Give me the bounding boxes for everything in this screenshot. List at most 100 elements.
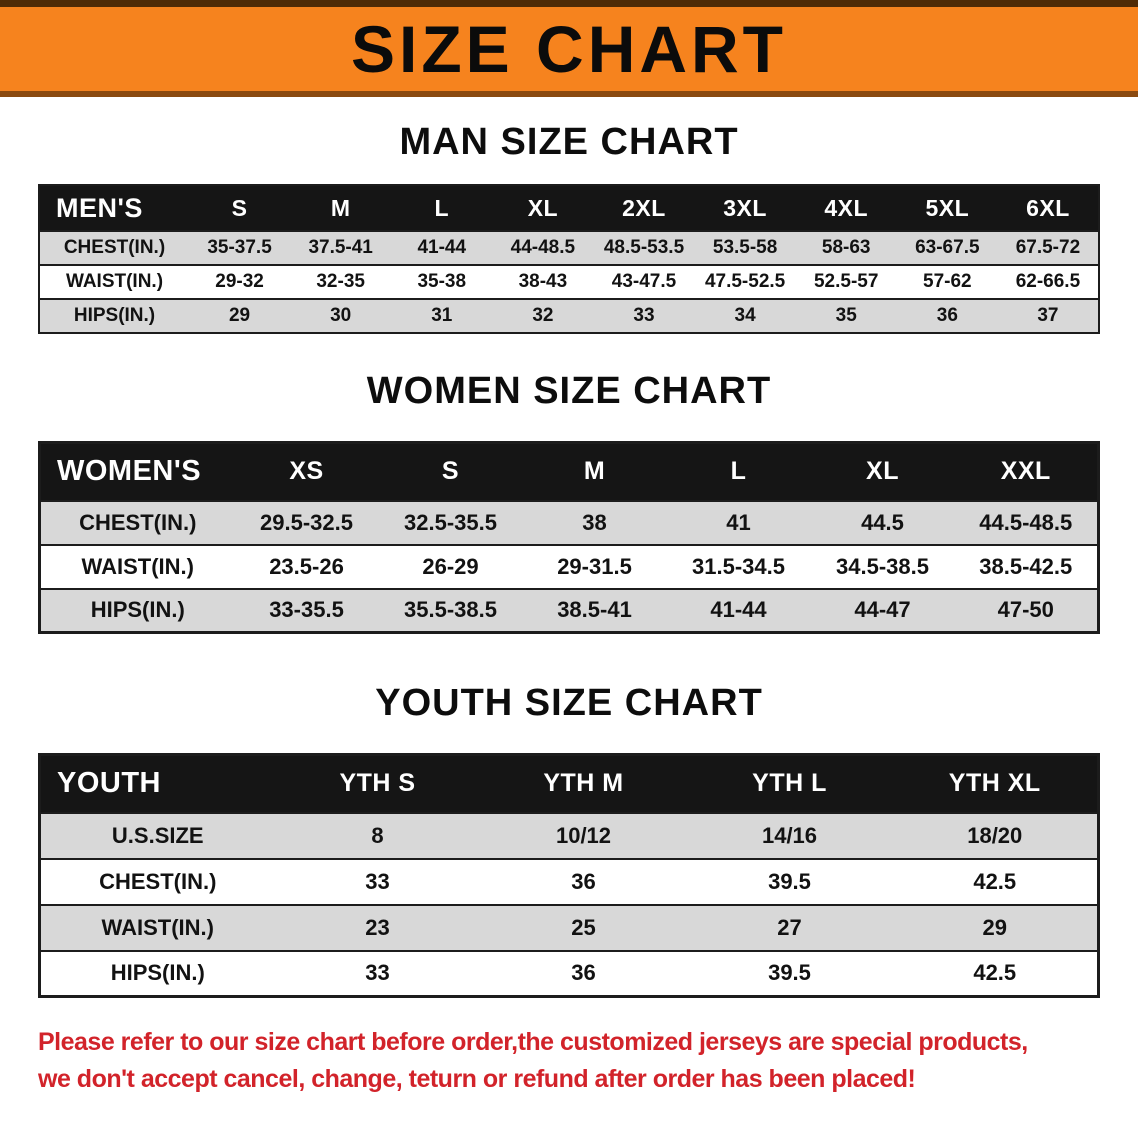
value-cell: 44.5-48.5 — [954, 499, 1099, 545]
size-charts: MAN SIZE CHART MEN'S S M L XL 2XL 3XL 4XL 5XL 6XL… — [0, 121, 1138, 998]
youth-section-heading: YOUTH SIZE CHART — [375, 682, 763, 724]
size-header-cell: S — [378, 442, 523, 501]
size-header-cell: YTH M — [480, 754, 687, 813]
size-header-cell: YTH XL — [892, 754, 1099, 813]
value-cell: 35-37.5 — [189, 230, 291, 265]
row-label-cell: U.S.SIZE — [39, 811, 275, 859]
value-cell: 48.5-53.5 — [593, 230, 695, 265]
value-cell: 57-62 — [896, 264, 998, 299]
row-label-cell: CHEST(IN.) — [39, 857, 275, 905]
value-cell: 32.5-35.5 — [378, 499, 523, 545]
value-cell: 41-44 — [666, 587, 811, 633]
youth-size-table: YOUTH YTH S YTH M YTH L YTH XL U.S.SIZE 8 10/12… — [38, 753, 1100, 998]
value-cell: 37 — [997, 298, 1099, 333]
size-header-cell: 4XL — [795, 185, 897, 231]
size-header-cell: YTH L — [686, 754, 893, 813]
value-cell: 33 — [274, 857, 481, 905]
value-cell: 34 — [694, 298, 796, 333]
value-cell: 10/12 — [480, 811, 687, 859]
size-header-cell: 2XL — [593, 185, 695, 231]
table-row: HIPS(IN.) 33-35.5 35.5-38.5 38.5-41 41-44 44-… — [39, 587, 1099, 633]
banner: SIZE CHART — [0, 0, 1138, 97]
men-section: MAN SIZE CHART MEN'S S M L XL 2XL 3XL 4XL 5XL 6XL… — [0, 121, 1138, 334]
value-cell: 8 — [274, 811, 481, 859]
women-section: WOMEN SIZE CHART WOMEN'S XS S M L XL XXL CHEST(… — [0, 370, 1138, 634]
row-label-cell: CHEST(IN.) — [39, 230, 189, 265]
table-title-cell: MEN'S — [39, 185, 189, 231]
size-header-cell: L — [391, 185, 493, 231]
value-cell: 23.5-26 — [234, 543, 379, 589]
value-cell: 30 — [290, 298, 392, 333]
row-label-cell: WAIST(IN.) — [39, 543, 235, 589]
value-cell: 29-32 — [189, 264, 291, 299]
youth-section: YOUTH SIZE CHART YOUTH YTH S YTH M YTH L YTH… — [0, 682, 1138, 998]
value-cell: 29-31.5 — [522, 543, 667, 589]
table-row: WAIST(IN.) 29-32 32-35 35-38 38-43 43-47.5 47.… — [39, 264, 1099, 299]
size-header-cell: S — [189, 185, 291, 231]
value-cell: 39.5 — [686, 857, 893, 905]
women-section-heading: WOMEN SIZE CHART — [366, 370, 772, 412]
value-cell: 44-47 — [810, 587, 955, 633]
value-cell: 31 — [391, 298, 493, 333]
size-header-cell: XS — [234, 442, 379, 501]
value-cell: 38.5-42.5 — [954, 543, 1099, 589]
table-row: HIPS(IN.) 33 36 39.5 42.5 — [39, 949, 1099, 997]
value-cell: 32-35 — [290, 264, 392, 299]
men-size-table-grid: MEN'S S M L XL 2XL 3XL 4XL 5XL 6XL CHEST(IN.) 35-37… — [38, 184, 1100, 334]
size-header-cell: XXL — [954, 442, 1099, 501]
value-cell: 43-47.5 — [593, 264, 695, 299]
size-header-cell: M — [522, 442, 667, 501]
value-cell: 42.5 — [892, 949, 1099, 997]
value-cell: 36 — [896, 298, 998, 333]
row-label-cell: HIPS(IN.) — [39, 298, 189, 333]
table-title-cell: WOMEN'S — [39, 442, 235, 501]
row-label-cell: CHEST(IN.) — [39, 499, 235, 545]
value-cell: 29 — [892, 903, 1099, 951]
value-cell: 38 — [522, 499, 667, 545]
row-label-cell: WAIST(IN.) — [39, 264, 189, 299]
value-cell: 38.5-41 — [522, 587, 667, 633]
value-cell: 67.5-72 — [997, 230, 1099, 265]
value-cell: 29 — [189, 298, 291, 333]
size-header-cell: 5XL — [896, 185, 998, 231]
value-cell: 47.5-52.5 — [694, 264, 796, 299]
value-cell: 26-29 — [378, 543, 523, 589]
value-cell: 37.5-41 — [290, 230, 392, 265]
table-row: WAIST(IN.) 23.5-26 26-29 29-31.5 31.5-34.5 34… — [39, 543, 1099, 589]
size-header-cell: XL — [492, 185, 594, 231]
value-cell: 58-63 — [795, 230, 897, 265]
value-cell: 27 — [686, 903, 893, 951]
table-row: CHEST(IN.) 35-37.5 37.5-41 41-44 44-48.5 48.5… — [39, 230, 1099, 265]
value-cell: 53.5-58 — [694, 230, 796, 265]
row-label-cell: HIPS(IN.) — [39, 949, 275, 997]
women-size-table: WOMEN'S XS S M L XL XXL CHEST(IN.) 29.5-32.5 32.5… — [38, 441, 1100, 634]
size-header-cell: 6XL — [997, 185, 1099, 231]
value-cell: 14/16 — [686, 811, 893, 859]
table-header-row: WOMEN'S XS S M L XL XXL — [39, 442, 1099, 501]
size-header-cell: M — [290, 185, 392, 231]
size-header-cell: XL — [810, 442, 955, 501]
value-cell: 62-66.5 — [997, 264, 1099, 299]
value-cell: 63-67.5 — [896, 230, 998, 265]
men-size-table: MEN'S S M L XL 2XL 3XL 4XL 5XL 6XL CHEST(IN.) 35-37… — [38, 184, 1100, 334]
women-size-table-grid: WOMEN'S XS S M L XL XXL CHEST(IN.) 29.5-32.5 32.5… — [38, 441, 1100, 634]
value-cell: 42.5 — [892, 857, 1099, 905]
table-row: U.S.SIZE 8 10/12 14/16 18/20 — [39, 811, 1099, 859]
value-cell: 33 — [274, 949, 481, 997]
value-cell: 39.5 — [686, 949, 893, 997]
value-cell: 35-38 — [391, 264, 493, 299]
value-cell: 44.5 — [810, 499, 955, 545]
value-cell: 52.5-57 — [795, 264, 897, 299]
value-cell: 36 — [480, 857, 687, 905]
size-header-cell: YTH S — [274, 754, 481, 813]
size-header-cell: L — [666, 442, 811, 501]
value-cell: 34.5-38.5 — [810, 543, 955, 589]
value-cell: 35 — [795, 298, 897, 333]
youth-size-table-grid: YOUTH YTH S YTH M YTH L YTH XL U.S.SIZE 8 10/12… — [38, 753, 1100, 998]
footer-note: Please refer to our size chart before or… — [38, 1024, 1100, 1098]
value-cell: 41-44 — [391, 230, 493, 265]
value-cell: 36 — [480, 949, 687, 997]
table-title-cell: YOUTH — [39, 754, 275, 813]
table-row: HIPS(IN.) 29 30 31 32 33 34 35 36 37 — [39, 298, 1099, 333]
row-label-cell: HIPS(IN.) — [39, 587, 235, 633]
